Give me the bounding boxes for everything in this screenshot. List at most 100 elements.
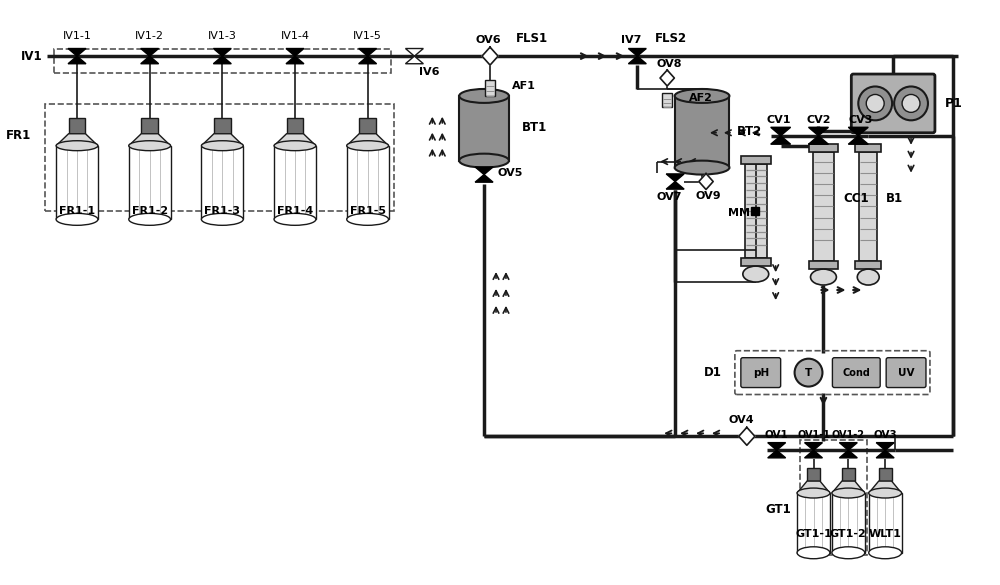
- Polygon shape: [482, 47, 498, 65]
- Text: OV1: OV1: [765, 431, 789, 441]
- Text: IV1-3: IV1-3: [208, 31, 237, 41]
- Bar: [129, 146, 171, 219]
- Polygon shape: [405, 56, 423, 64]
- Text: GT1: GT1: [766, 504, 792, 517]
- Text: CV1: CV1: [766, 115, 791, 125]
- Polygon shape: [809, 136, 828, 144]
- Bar: [751, 208, 759, 215]
- Polygon shape: [475, 174, 493, 182]
- Text: UV: UV: [898, 367, 914, 378]
- Polygon shape: [768, 450, 786, 458]
- Bar: [859, 152, 877, 261]
- Polygon shape: [805, 443, 822, 450]
- Polygon shape: [699, 174, 713, 190]
- Ellipse shape: [459, 89, 509, 103]
- Text: WLT1: WLT1: [869, 529, 902, 539]
- Text: IV7: IV7: [621, 35, 642, 45]
- Bar: [45, 104, 394, 211]
- Ellipse shape: [347, 141, 389, 151]
- Bar: [141, 118, 158, 134]
- Polygon shape: [809, 128, 828, 136]
- Text: IV1-2: IV1-2: [135, 31, 164, 41]
- Polygon shape: [666, 174, 684, 181]
- Polygon shape: [201, 134, 243, 146]
- Circle shape: [795, 359, 822, 387]
- Circle shape: [866, 94, 884, 112]
- Ellipse shape: [347, 214, 389, 225]
- Text: OV8: OV8: [656, 59, 682, 69]
- Bar: [675, 96, 729, 167]
- Text: T: T: [805, 367, 812, 378]
- Ellipse shape: [797, 547, 830, 559]
- Circle shape: [902, 94, 920, 112]
- Ellipse shape: [274, 214, 316, 225]
- Bar: [287, 118, 303, 134]
- FancyBboxPatch shape: [886, 357, 926, 387]
- Polygon shape: [213, 49, 231, 56]
- Ellipse shape: [832, 488, 865, 498]
- Polygon shape: [805, 450, 822, 458]
- Polygon shape: [666, 181, 684, 189]
- Text: pH: pH: [753, 367, 769, 378]
- Text: IV1-1: IV1-1: [63, 31, 91, 41]
- Bar: [347, 146, 389, 219]
- Bar: [807, 468, 820, 481]
- Text: OV3: OV3: [873, 431, 897, 441]
- Ellipse shape: [869, 488, 902, 498]
- Polygon shape: [848, 128, 868, 136]
- Text: FR1-1: FR1-1: [59, 207, 95, 216]
- Text: OV1-1: OV1-1: [797, 431, 830, 441]
- Bar: [855, 261, 881, 269]
- Polygon shape: [839, 443, 857, 450]
- Text: BT1: BT1: [522, 121, 547, 135]
- Ellipse shape: [675, 89, 729, 103]
- Polygon shape: [832, 481, 865, 493]
- Polygon shape: [848, 136, 868, 144]
- Bar: [214, 118, 231, 134]
- Polygon shape: [141, 49, 159, 56]
- Ellipse shape: [201, 141, 243, 151]
- Polygon shape: [213, 56, 231, 64]
- Polygon shape: [286, 56, 304, 64]
- Text: FLS1: FLS1: [516, 32, 548, 44]
- Text: CC1: CC1: [843, 192, 869, 205]
- Ellipse shape: [274, 141, 316, 151]
- Ellipse shape: [129, 141, 171, 151]
- Text: AF2: AF2: [689, 93, 713, 103]
- Polygon shape: [739, 428, 755, 445]
- Ellipse shape: [56, 214, 98, 225]
- Ellipse shape: [797, 488, 830, 498]
- Polygon shape: [660, 70, 674, 86]
- Bar: [809, 144, 838, 152]
- Polygon shape: [839, 450, 857, 458]
- Bar: [813, 152, 834, 261]
- Bar: [800, 441, 867, 555]
- Text: OV1-2: OV1-2: [832, 431, 865, 441]
- Bar: [809, 261, 838, 269]
- Text: OV7: OV7: [656, 192, 682, 202]
- Text: IV1-5: IV1-5: [353, 31, 382, 41]
- Circle shape: [858, 87, 892, 121]
- Text: P1: P1: [945, 97, 963, 110]
- Polygon shape: [405, 49, 423, 56]
- Text: OV9: OV9: [695, 191, 721, 201]
- Bar: [745, 164, 767, 258]
- Ellipse shape: [743, 266, 769, 282]
- Text: FR1-2: FR1-2: [132, 207, 168, 216]
- Text: FR1: FR1: [6, 129, 31, 142]
- Ellipse shape: [811, 269, 836, 285]
- Polygon shape: [771, 128, 791, 136]
- Bar: [56, 146, 98, 219]
- Polygon shape: [129, 134, 171, 146]
- Bar: [832, 493, 865, 553]
- Bar: [54, 49, 391, 73]
- Polygon shape: [359, 49, 377, 56]
- Text: FR1-5: FR1-5: [350, 207, 386, 216]
- Bar: [797, 493, 830, 553]
- Bar: [842, 468, 855, 481]
- FancyBboxPatch shape: [832, 357, 880, 387]
- Circle shape: [894, 87, 928, 121]
- Ellipse shape: [459, 154, 509, 167]
- Polygon shape: [876, 443, 894, 450]
- Bar: [855, 144, 881, 152]
